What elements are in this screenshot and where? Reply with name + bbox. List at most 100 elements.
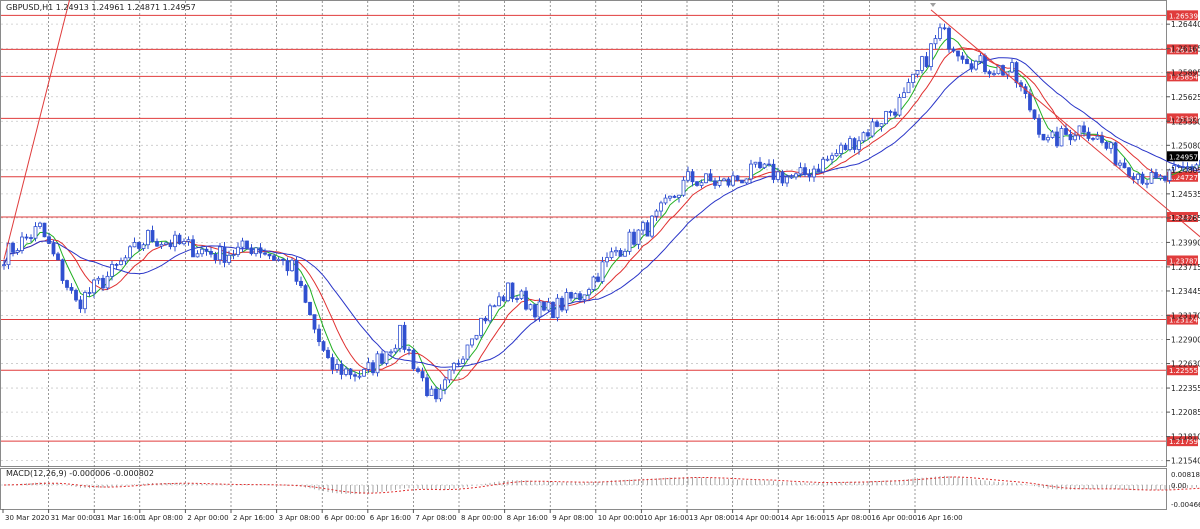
candle-body: [133, 242, 136, 246]
candle-body: [763, 164, 766, 168]
candle-body: [822, 159, 825, 172]
candle-body: [889, 111, 892, 112]
candle-body: [885, 111, 888, 123]
time-tick-label: 8 Apr 16:00: [507, 514, 548, 522]
price-tick-label: 1.23445: [1171, 287, 1200, 296]
candle-body: [214, 254, 217, 260]
candle-body: [925, 57, 928, 67]
candle-body: [88, 292, 91, 293]
candle-body: [534, 305, 537, 317]
candle-body: [493, 306, 496, 307]
candle-body: [399, 325, 402, 348]
candle-body: [349, 369, 352, 375]
candle-body: [858, 141, 861, 150]
candle-body: [678, 195, 681, 197]
candle-body: [475, 335, 478, 339]
candle-body: [1155, 173, 1158, 179]
candle-body: [156, 241, 159, 246]
price-tick-label: 1.21540: [1171, 457, 1200, 466]
time-tick-label: 6 Apr 00:00: [324, 514, 365, 522]
candle-body: [21, 237, 24, 251]
candle-body: [241, 241, 244, 247]
candle-body: [867, 133, 870, 136]
candle-body: [975, 61, 978, 69]
candle-body: [354, 375, 357, 377]
candle-body: [718, 181, 721, 186]
candle-body: [201, 249, 204, 254]
candle-body: [651, 216, 654, 236]
candle-body: [610, 252, 613, 258]
candle-body: [673, 196, 676, 197]
candle-body: [151, 230, 154, 241]
candle-body: [246, 241, 249, 248]
candle-body: [588, 290, 591, 295]
candle-body: [259, 248, 262, 253]
time-tick-label: 16 Apr 16:00: [917, 514, 963, 522]
candle-body: [250, 248, 253, 254]
candle-body: [367, 363, 370, 370]
candle-body: [439, 389, 442, 399]
price-tick-label: 1.24805: [1171, 166, 1200, 175]
candle-body: [268, 254, 271, 256]
candle-body: [615, 250, 618, 251]
candle-body: [529, 305, 532, 309]
candle-body: [129, 247, 132, 258]
candle-body: [525, 291, 528, 309]
candle-body: [1105, 142, 1108, 148]
candle-body: [984, 56, 987, 72]
candle-body: [786, 177, 789, 183]
candle-body: [633, 232, 636, 244]
candle-body: [826, 159, 829, 160]
candle-body: [187, 240, 190, 242]
candle-body: [619, 250, 622, 256]
candle-body: [606, 258, 609, 262]
time-tick-label: 9 Apr 08:00: [552, 514, 593, 522]
candle-body: [565, 292, 568, 310]
candle-body: [961, 56, 964, 59]
candle-body: [264, 253, 267, 254]
candle-body: [358, 376, 361, 377]
candle-body: [921, 57, 924, 71]
candle-body: [547, 302, 550, 310]
candle-body: [894, 112, 897, 115]
candle-body: [273, 256, 276, 261]
candle-body: [448, 370, 451, 380]
candle-body: [412, 350, 415, 368]
candle-body: [655, 211, 658, 216]
price-tick-label: 1.25080: [1171, 141, 1200, 150]
candle-body: [664, 198, 667, 203]
candle-body: [232, 255, 235, 256]
candle-body: [898, 98, 901, 116]
candle-body: [912, 74, 915, 82]
candle-body: [1051, 132, 1054, 137]
candle-body: [1092, 138, 1095, 139]
candle-body: [61, 260, 64, 281]
candle-body: [795, 174, 798, 177]
candle-body: [993, 74, 996, 75]
candle-body: [12, 243, 15, 252]
candle-body: [1033, 110, 1036, 119]
candle-body: [772, 164, 775, 179]
candle-body: [579, 294, 582, 300]
candle-body: [907, 82, 910, 92]
candle-body: [1074, 136, 1077, 140]
candle-body: [696, 182, 699, 186]
candle-body: [754, 162, 757, 164]
candle-body: [1069, 134, 1072, 139]
macd-axis-label: 0.00: [1171, 482, 1187, 490]
macd-axis-label: 0.008187: [1171, 471, 1200, 479]
candle-body: [790, 177, 793, 178]
candle-body: [628, 232, 631, 251]
candle-body: [489, 306, 492, 321]
candle-body: [583, 295, 586, 300]
macd-axis-label: -0.004667: [1171, 501, 1200, 509]
candle-body: [331, 358, 334, 370]
candle-body: [840, 145, 843, 153]
candle-body: [556, 298, 559, 317]
price-tick-label: 1.23990: [1171, 238, 1200, 247]
candle-body: [453, 363, 456, 370]
candle-body: [1141, 174, 1144, 183]
